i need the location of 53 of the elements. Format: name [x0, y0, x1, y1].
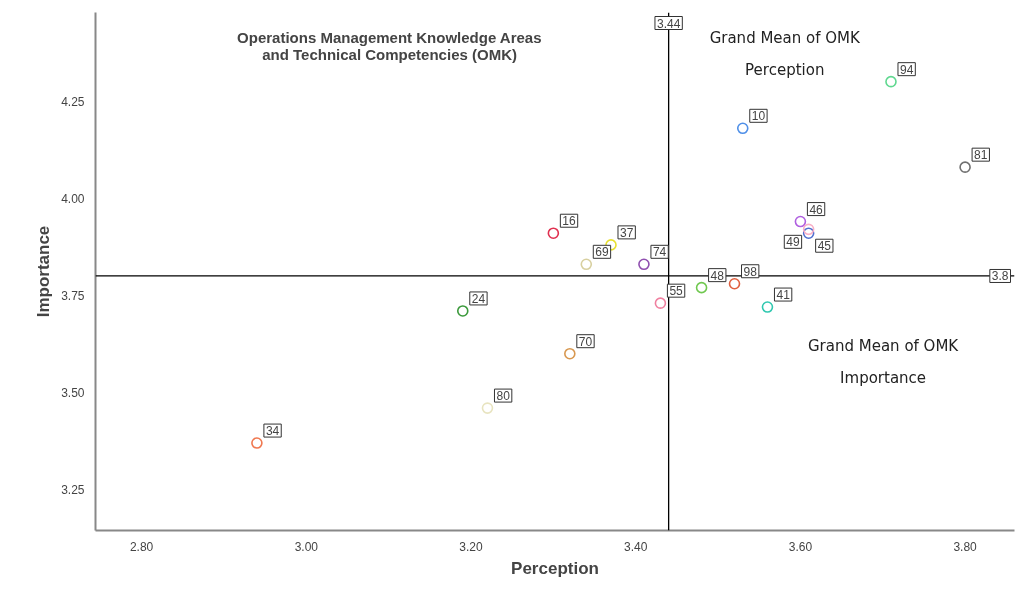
- ref-line-label: 3.8: [991, 269, 1009, 284]
- annotation: Grand Mean of OMK Importance: [807, 337, 960, 388]
- point: [564, 347, 576, 360]
- ref-line-label: 3.44: [656, 16, 681, 31]
- annotation: 46: [809, 202, 824, 217]
- x-axis-title: Perception: [511, 558, 599, 578]
- y-axis-title: Importance: [34, 225, 54, 318]
- annotation: 16: [562, 214, 577, 229]
- point: [885, 75, 897, 88]
- y-tick-label: 3.50: [61, 386, 85, 401]
- x-tick-label: 3.40: [624, 539, 648, 554]
- annotation: 37: [620, 225, 634, 240]
- annotation: 55: [669, 284, 684, 299]
- point: [736, 122, 749, 135]
- annotation: Grand Mean of OMK Perception: [709, 29, 862, 80]
- point: [481, 402, 494, 414]
- x-tick-label: 3.80: [953, 539, 978, 554]
- annotation: 74: [652, 245, 667, 260]
- point: [728, 277, 741, 290]
- x-tick-label: 3.00: [294, 539, 319, 554]
- annotation: 41: [776, 288, 791, 303]
- point: [251, 437, 263, 449]
- x-tick-label: 3.20: [459, 539, 484, 554]
- annotation: 94: [899, 62, 914, 77]
- point: [456, 305, 469, 317]
- annotation: 49: [786, 235, 800, 250]
- point: [695, 281, 708, 294]
- x-tick-label: 2.80: [129, 539, 154, 554]
- annotation: 69: [595, 245, 609, 260]
- y-tick-label: 4.00: [61, 191, 85, 206]
- point: [959, 161, 971, 173]
- point: [638, 258, 650, 271]
- annotation: 80: [496, 389, 511, 404]
- point: [794, 215, 807, 228]
- text: Operations Management Knowledge Areas and Technical Competencies (OMK): [237, 29, 542, 64]
- y-tick-label: 4.25: [61, 94, 85, 109]
- point: [654, 297, 667, 309]
- annotation: 34: [265, 424, 280, 439]
- point: [761, 301, 774, 313]
- annotation: 48: [710, 268, 725, 283]
- annotation: 45: [817, 239, 832, 254]
- annotation: 24: [471, 291, 486, 306]
- annotation: 10: [751, 109, 766, 124]
- annotation: 81: [974, 148, 988, 163]
- point: [580, 258, 593, 271]
- y-tick-label: 3.25: [61, 483, 85, 498]
- annotation: 70: [578, 334, 593, 349]
- point: [802, 223, 815, 236]
- y-tick-label: 3.75: [61, 288, 85, 303]
- annotation: 98: [743, 264, 758, 279]
- x-tick-label: 3.60: [788, 539, 813, 554]
- point: [802, 227, 815, 240]
- point: [547, 227, 560, 240]
